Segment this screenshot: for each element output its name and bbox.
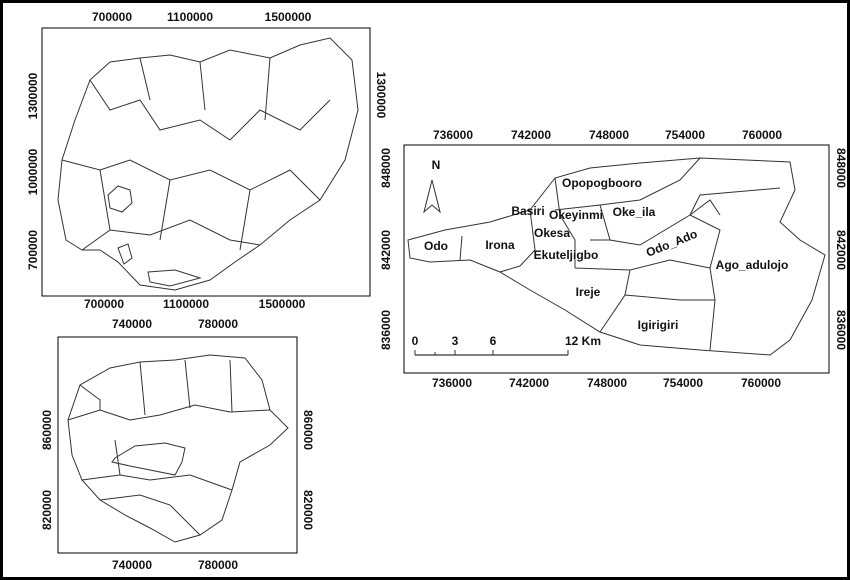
- frame: [41, 27, 371, 297]
- frame: [403, 144, 830, 374]
- tick-label: 836000: [379, 310, 393, 350]
- tick-label: 736000: [433, 128, 473, 142]
- tick-label: 1100000: [163, 297, 209, 311]
- tick-label: 740000: [112, 558, 152, 572]
- state-highlight: [107, 185, 133, 213]
- tick-label: 748000: [589, 128, 629, 142]
- state-boundaries: [61, 57, 331, 251]
- scale-label: 6: [490, 334, 497, 348]
- study-area-highlight: [111, 442, 186, 476]
- tick-label: 760000: [742, 128, 782, 142]
- tick-label: 780000: [198, 317, 238, 331]
- study-area-map: [403, 144, 830, 374]
- north-arrow: [423, 179, 441, 214]
- tick-label: 1100000: [167, 10, 213, 24]
- tick-label: 742000: [509, 376, 549, 390]
- tick-label: 836000: [834, 310, 848, 350]
- region-label: Ireje: [576, 285, 601, 299]
- region-boundaries: [459, 157, 781, 351]
- tick-label: 780000: [198, 558, 238, 572]
- region-label: Odo: [424, 239, 448, 253]
- tick-label: 736000: [432, 376, 472, 390]
- scale-label: 12 Km: [565, 334, 601, 348]
- tick-label: 820000: [301, 490, 315, 530]
- scale-label: 3: [452, 334, 459, 348]
- state-map: [57, 336, 298, 554]
- tick-label: 820000: [40, 490, 54, 530]
- tick-label: 1000000: [26, 148, 40, 195]
- tick-label: 754000: [665, 128, 705, 142]
- region-label: Ekuteljigbo: [534, 248, 599, 262]
- region-label: Okesa: [534, 226, 570, 240]
- tick-label: 860000: [40, 410, 54, 450]
- area-highlight: [117, 243, 202, 287]
- tick-label: 760000: [741, 376, 781, 390]
- lga-boundaries: [67, 359, 271, 536]
- tick-label: 1500000: [265, 10, 312, 24]
- region-label: Igirigiri: [638, 318, 679, 332]
- tick-label: 848000: [834, 148, 848, 188]
- state-outline: [67, 354, 289, 543]
- tick-label: 754000: [663, 376, 703, 390]
- region-label: Irona: [485, 238, 515, 252]
- tick-label: 748000: [587, 376, 627, 390]
- region-label: Okeyinmi: [549, 208, 603, 222]
- tick-label: 1300000: [26, 72, 40, 119]
- region-label: Opopogbooro: [562, 176, 642, 190]
- tick-label: 700000: [84, 297, 124, 311]
- area-outline: [407, 157, 826, 356]
- frame: [57, 336, 298, 554]
- tick-label: 842000: [834, 230, 848, 270]
- region-label: Basiri: [511, 204, 544, 218]
- tick-label: 700000: [92, 10, 132, 24]
- tick-label: 742000: [511, 128, 551, 142]
- country-outline: [57, 37, 359, 291]
- north-label: N: [432, 158, 441, 172]
- nigeria-map: [41, 27, 371, 297]
- tick-label: 740000: [112, 317, 152, 331]
- tick-label: 842000: [379, 230, 393, 270]
- tick-label: 860000: [301, 410, 315, 450]
- tick-label: 848000: [379, 148, 393, 188]
- tick-label: 1300000: [374, 72, 388, 119]
- region-label: Oke_ila: [613, 205, 656, 219]
- tick-label: 700000: [26, 230, 40, 270]
- region-label: Ago_adulojo: [716, 258, 789, 272]
- tick-label: 1500000: [259, 297, 306, 311]
- scale-ticks: [414, 350, 569, 355]
- scale-label: 0: [412, 334, 419, 348]
